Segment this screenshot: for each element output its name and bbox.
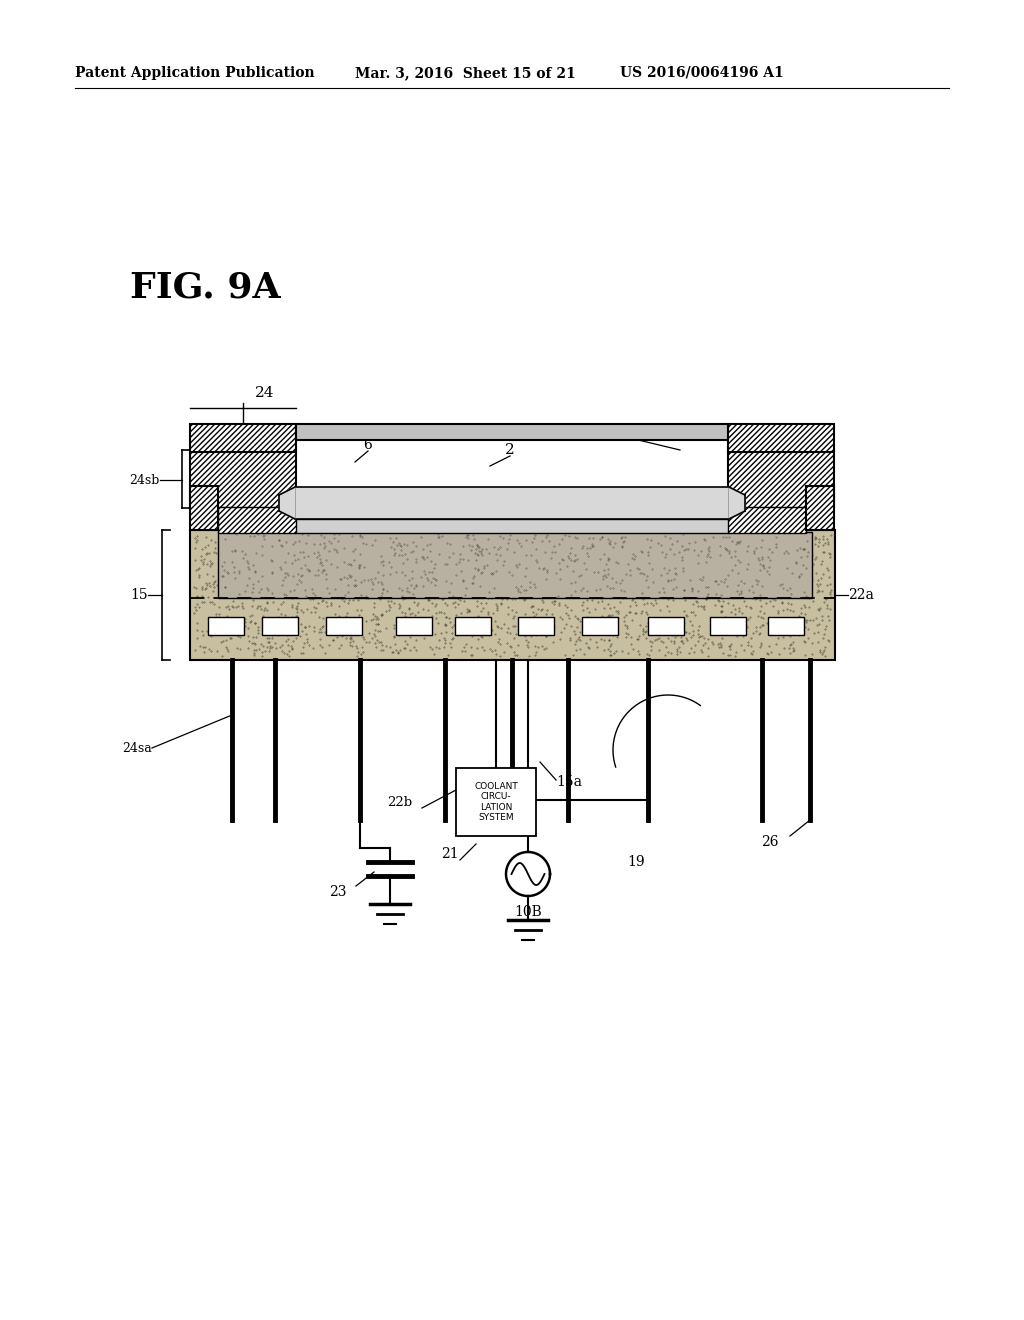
Bar — [326, 616, 362, 635]
Text: 7: 7 — [777, 470, 786, 484]
Text: 24a: 24a — [247, 430, 269, 444]
Bar — [582, 616, 618, 635]
Text: 7: 7 — [191, 471, 201, 484]
Text: 21: 21 — [441, 847, 459, 861]
Bar — [218, 532, 812, 598]
Bar — [710, 616, 746, 635]
Text: 26: 26 — [761, 836, 778, 849]
Text: COOLANT
CIRCU-
LATION
SYSTEM: COOLANT CIRCU- LATION SYSTEM — [474, 781, 518, 822]
Text: 24f: 24f — [598, 425, 618, 438]
Bar — [456, 768, 536, 836]
Bar — [296, 424, 728, 440]
Bar — [806, 486, 834, 531]
Text: 24sa: 24sa — [122, 742, 152, 755]
Bar — [295, 519, 729, 533]
Bar — [190, 486, 218, 531]
Bar — [190, 424, 296, 451]
Bar — [648, 616, 684, 635]
Text: FIG. 9A: FIG. 9A — [130, 271, 281, 304]
Bar — [218, 507, 296, 533]
Text: US 2016/0064196 A1: US 2016/0064196 A1 — [620, 66, 783, 81]
Text: Mar. 3, 2016  Sheet 15 of 21: Mar. 3, 2016 Sheet 15 of 21 — [355, 66, 575, 81]
Bar — [518, 616, 554, 635]
Text: 24b: 24b — [203, 430, 227, 444]
Text: 6: 6 — [364, 438, 373, 451]
Bar — [768, 616, 804, 635]
Bar — [728, 424, 834, 451]
Bar — [190, 450, 296, 508]
Text: 24sb: 24sb — [130, 474, 160, 487]
Bar — [396, 616, 432, 635]
Polygon shape — [279, 487, 295, 519]
Bar — [728, 507, 806, 533]
Text: 10B: 10B — [514, 906, 542, 919]
Bar — [190, 531, 835, 660]
Bar — [262, 616, 298, 635]
Text: 22b: 22b — [387, 796, 413, 808]
Text: 19: 19 — [627, 855, 645, 869]
Text: 23: 23 — [330, 884, 347, 899]
Text: 22a: 22a — [848, 587, 873, 602]
Bar — [295, 487, 729, 519]
Bar — [208, 616, 244, 635]
Text: 24f: 24f — [292, 430, 312, 444]
Polygon shape — [729, 487, 745, 519]
Text: Patent Application Publication: Patent Application Publication — [75, 66, 314, 81]
Text: 15a: 15a — [556, 775, 582, 789]
Text: 15: 15 — [130, 587, 148, 602]
Bar — [728, 450, 834, 508]
Text: 2: 2 — [505, 444, 515, 457]
Bar — [455, 616, 490, 635]
Text: 24: 24 — [255, 385, 274, 400]
